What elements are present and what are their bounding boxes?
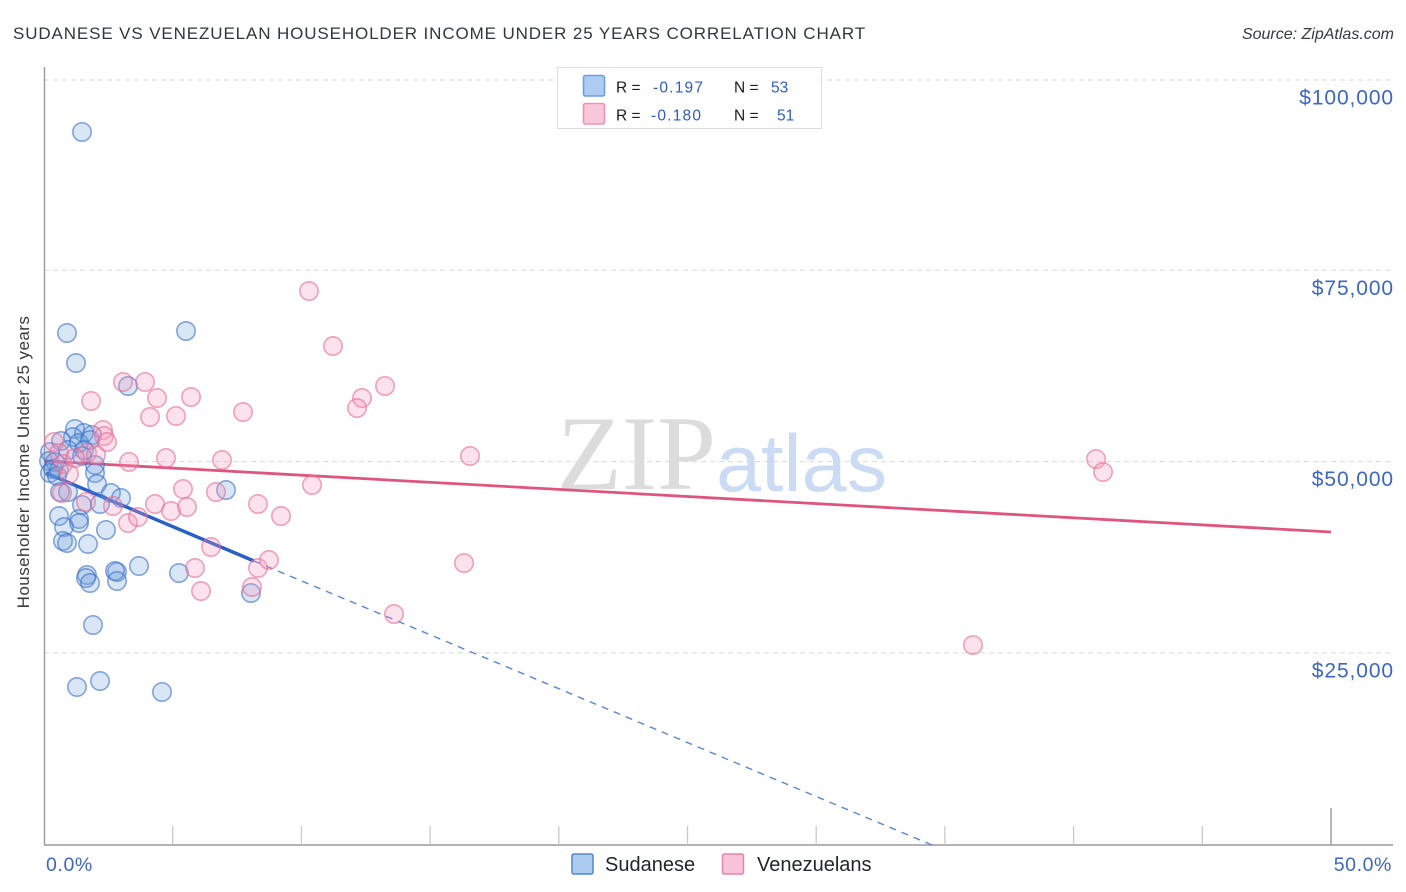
svg-text:$75,000: $75,000 [1312,277,1394,300]
svg-text:Source: ZipAtlas.com: Source: ZipAtlas.com [1242,26,1394,43]
svg-text:0.0%: 0.0% [46,854,93,876]
svg-text:$25,000: $25,000 [1312,659,1394,682]
svg-text:Sudanese: Sudanese [605,854,695,876]
svg-text:$100,000: $100,000 [1299,87,1394,110]
svg-text:Venezuelans: Venezuelans [757,854,872,876]
svg-text:50.0%: 50.0% [1334,854,1392,876]
svg-text:atlas: atlas [716,419,887,509]
svg-text:$50,000: $50,000 [1312,468,1394,491]
svg-text:SUDANESE VS VENEZUELAN HOUSEHO: SUDANESE VS VENEZUELAN HOUSEHOLDER INCOM… [13,24,866,43]
svg-text:Householder Income Under 25 ye: Householder Income Under 25 years [14,316,33,609]
